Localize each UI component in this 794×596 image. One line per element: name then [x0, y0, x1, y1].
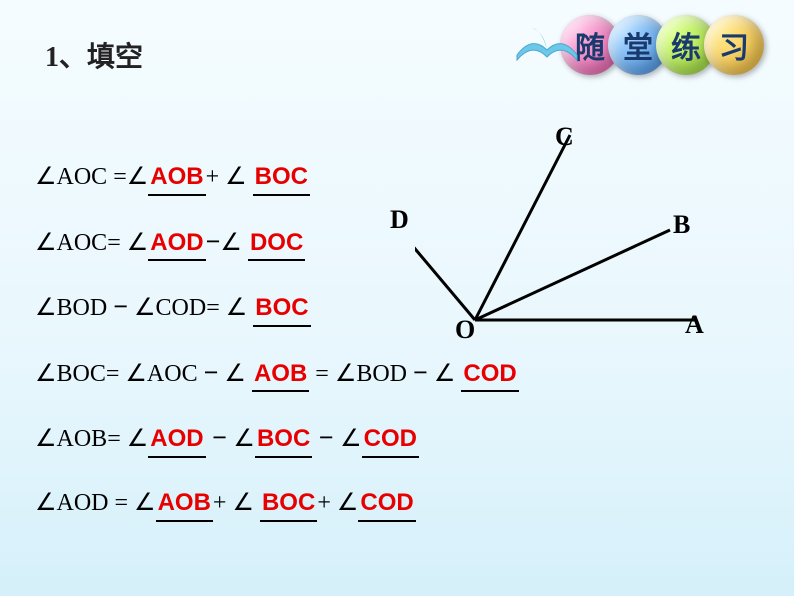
eq3-p1: ∠BOD [35, 295, 113, 321]
problem-header: 1、填空 [45, 35, 143, 75]
eq1-p1: ∠AOC =∠ [35, 164, 148, 190]
banner: 随 堂 练 习 [512, 15, 764, 75]
eq4-p4: ∠ [428, 361, 462, 387]
eq-6: ∠AOD = ∠AOB+ ∠ BOC+ ∠COD [35, 486, 755, 522]
eq5-op1: − [206, 423, 234, 452]
eq6-a3: COD [358, 486, 415, 522]
eq3-a1: BOC [253, 291, 310, 327]
eq5-p3: ∠ [340, 426, 362, 452]
eq6-a1: AOB [156, 486, 213, 522]
label-O: O [455, 315, 475, 345]
eq6-p3: + ∠ [317, 490, 358, 516]
eq-2: ∠AOC= ∠AOD−∠ DOC [35, 224, 415, 262]
label-B: B [673, 210, 690, 240]
eq4-a2: COD [461, 357, 518, 393]
eq2-a1: AOD [148, 226, 205, 262]
eq4-a1: AOB [252, 357, 309, 393]
eq4-p2: ∠ [218, 361, 252, 387]
label-C: C [555, 122, 574, 152]
eq-4: ∠BOC= ∠AOC − ∠ AOB = ∠BOD − ∠ COD [35, 355, 755, 393]
eq4-p1: ∠BOC= ∠AOC [35, 361, 204, 387]
eq6-p2: + ∠ [213, 490, 260, 516]
eq1-a1: AOB [148, 160, 205, 196]
eq2-p2: ∠ [220, 230, 248, 256]
eq1-a2: BOC [253, 160, 310, 196]
ball-4: 习 [704, 15, 764, 75]
equations: ∠AOC =∠AOB+ ∠ BOC ∠AOC= ∠AOD−∠ DOC ∠BOD … [35, 160, 415, 550]
eq5-a2: BOC [255, 422, 312, 458]
eq2-a2: DOC [248, 226, 305, 262]
eq-3: ∠BOD − ∠COD= ∠ BOC [35, 289, 415, 327]
eq5-p1: ∠AOB= ∠ [35, 426, 148, 452]
eq4-p3: = ∠BOD [309, 361, 413, 387]
eq5-op2: − [312, 423, 340, 452]
ball-char-2: 堂 [623, 23, 653, 67]
angle-diagram: O A B C D [415, 130, 755, 350]
eq1-p2: + ∠ [206, 164, 253, 190]
eq4-op1: − [204, 358, 219, 387]
eq-1: ∠AOC =∠AOB+ ∠ BOC [35, 160, 415, 196]
label-A: A [685, 310, 704, 340]
eq6-a2: BOC [260, 486, 317, 522]
eq5-a3: COD [362, 422, 419, 458]
ball-char-4: 习 [719, 23, 749, 67]
eq3-op: − [113, 292, 128, 321]
eq4-op2: − [413, 358, 428, 387]
eq6-p1: ∠AOD = ∠ [35, 490, 156, 516]
ball-char-3: 练 [671, 23, 701, 67]
eq5-p2: ∠ [233, 426, 255, 452]
eq5-a1: AOD [148, 422, 205, 458]
eq2-op: − [206, 227, 221, 256]
eq-5: ∠AOB= ∠AOD − ∠BOC − ∠COD [35, 420, 755, 458]
eq3-p2: ∠COD= ∠ [128, 295, 253, 321]
book-icon [512, 20, 582, 70]
eq2-p1: ∠AOC= ∠ [35, 230, 148, 256]
